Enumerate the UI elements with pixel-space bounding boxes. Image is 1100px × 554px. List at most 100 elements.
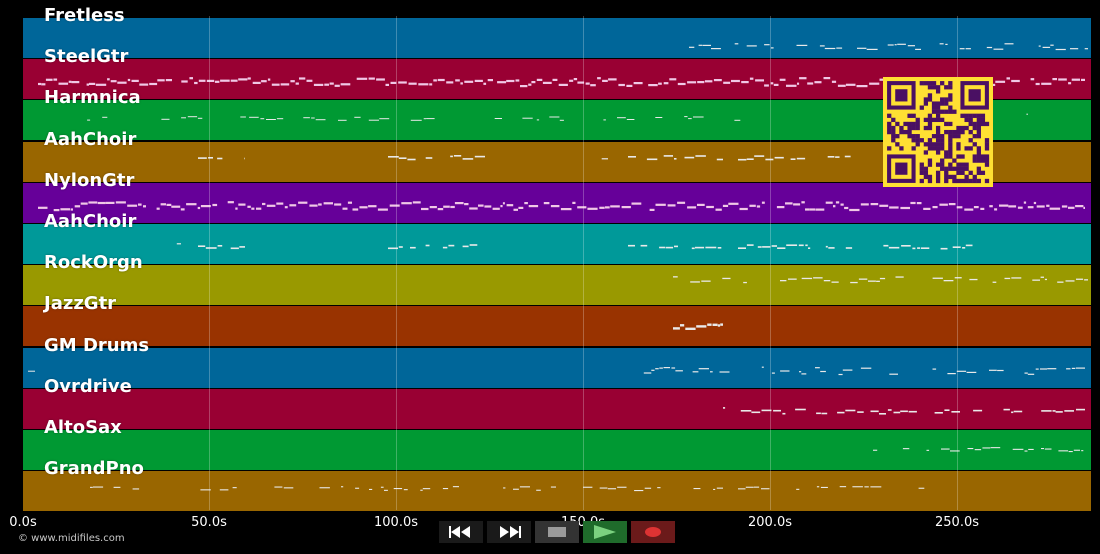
note <box>1017 206 1023 209</box>
note <box>777 247 786 249</box>
note <box>454 201 464 204</box>
note <box>492 207 500 210</box>
note <box>820 370 826 372</box>
note <box>844 206 849 209</box>
note <box>713 79 722 82</box>
note <box>667 204 676 207</box>
note <box>74 204 81 208</box>
fast-forward-button[interactable] <box>487 521 531 543</box>
track-notes <box>176 243 973 250</box>
note <box>954 277 962 279</box>
note <box>251 207 255 210</box>
note <box>798 244 804 247</box>
note <box>837 411 845 414</box>
stop-button[interactable] <box>535 521 579 543</box>
note <box>894 44 897 46</box>
note <box>590 84 596 87</box>
note <box>857 411 864 413</box>
track-lane <box>23 181 1091 223</box>
note <box>1065 280 1075 282</box>
note <box>494 118 502 120</box>
note <box>446 81 454 84</box>
note <box>1041 448 1044 450</box>
note <box>989 369 997 371</box>
note <box>442 488 449 490</box>
note <box>1071 78 1080 81</box>
note <box>966 371 977 373</box>
note <box>868 280 876 282</box>
note <box>235 207 238 210</box>
note <box>701 280 711 282</box>
record-button[interactable] <box>631 521 675 543</box>
note <box>807 82 814 85</box>
note <box>741 81 749 84</box>
note <box>743 282 747 284</box>
note <box>238 78 248 81</box>
note <box>815 366 820 368</box>
note <box>1006 77 1010 80</box>
note <box>443 205 450 208</box>
note <box>883 244 889 247</box>
note <box>756 205 761 208</box>
note <box>497 81 507 84</box>
note <box>359 205 368 209</box>
note <box>290 80 295 83</box>
note <box>801 372 807 375</box>
note <box>816 412 821 414</box>
note <box>873 449 878 451</box>
stop-icon <box>548 527 566 537</box>
note <box>684 116 688 118</box>
rewind-button[interactable] <box>439 521 483 543</box>
note <box>528 83 532 86</box>
note <box>805 244 808 247</box>
note <box>695 154 706 157</box>
play-button[interactable] <box>583 521 627 543</box>
note <box>462 245 469 248</box>
note <box>1038 45 1041 47</box>
note <box>717 247 722 249</box>
note <box>165 79 172 82</box>
grid-line <box>770 16 771 510</box>
track-lane <box>23 470 1091 512</box>
note <box>770 82 774 85</box>
note <box>329 82 334 85</box>
note <box>28 370 35 372</box>
note <box>283 487 294 489</box>
note <box>88 201 98 204</box>
note <box>695 246 705 249</box>
note <box>947 372 956 374</box>
note <box>53 208 60 211</box>
note <box>1070 48 1079 50</box>
note <box>520 85 528 88</box>
record-icon <box>645 527 661 537</box>
note <box>801 277 813 280</box>
note <box>260 118 265 120</box>
note <box>749 204 756 207</box>
note <box>698 44 703 46</box>
note <box>377 208 388 211</box>
note <box>934 411 943 414</box>
note <box>393 488 403 490</box>
note <box>845 83 856 87</box>
note <box>950 450 960 452</box>
note <box>959 48 965 50</box>
note <box>754 154 765 157</box>
note <box>342 207 348 210</box>
track-name-label: SteelGtr <box>44 46 129 68</box>
note <box>197 206 201 209</box>
note <box>932 368 937 370</box>
note <box>352 208 359 211</box>
note <box>295 82 299 85</box>
note <box>560 207 572 210</box>
note <box>786 84 797 88</box>
note <box>951 410 960 413</box>
note <box>1075 204 1084 207</box>
note <box>900 410 908 412</box>
note <box>717 324 721 328</box>
note <box>634 490 644 492</box>
note <box>907 45 915 47</box>
note <box>944 409 950 411</box>
note <box>157 79 165 82</box>
note <box>776 205 785 208</box>
note <box>997 369 1004 371</box>
